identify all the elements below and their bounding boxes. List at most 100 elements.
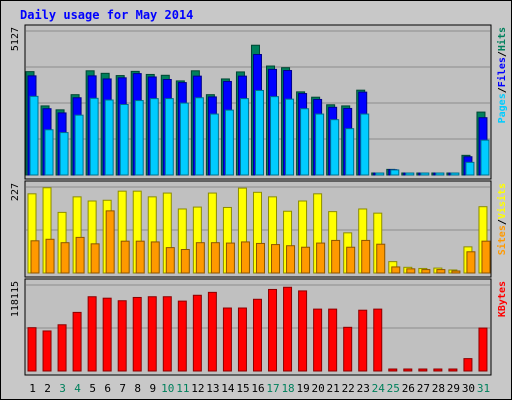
bar-kbytes-day-18 bbox=[283, 286, 293, 372]
bar-sites-day-14 bbox=[225, 242, 235, 274]
bar-kbytes-day-2 bbox=[42, 330, 52, 372]
bar-pages-day-25 bbox=[390, 169, 400, 176]
x-tick-label-day-25: 25 bbox=[387, 382, 400, 395]
bar-kbytes-day-3 bbox=[57, 324, 67, 372]
x-tick-label-day-6: 6 bbox=[104, 382, 111, 395]
x-tick-label-day-16: 16 bbox=[251, 382, 264, 395]
bar-sites-day-17 bbox=[271, 244, 281, 274]
x-tick-label-day-31: 31 bbox=[477, 382, 490, 395]
bar-kbytes-day-25 bbox=[388, 368, 398, 372]
bar-sites-day-3 bbox=[60, 242, 70, 274]
bar-sites-day-16 bbox=[255, 242, 265, 274]
bar-pages-day-5 bbox=[89, 97, 99, 176]
bar-pages-day-17 bbox=[270, 96, 280, 176]
x-tick-label-day-1: 1 bbox=[29, 382, 36, 395]
panel-visits-ymax-label: 227 bbox=[10, 183, 21, 201]
bar-pages-day-2 bbox=[44, 129, 54, 176]
x-tick-label-day-4: 4 bbox=[74, 382, 81, 395]
x-tick-label-day-11: 11 bbox=[176, 382, 189, 395]
bar-pages-day-22 bbox=[345, 128, 355, 176]
x-tick-label-day-24: 24 bbox=[372, 382, 386, 395]
bar-kbytes-day-30 bbox=[463, 358, 473, 372]
bar-pages-day-8 bbox=[134, 100, 144, 176]
bar-sites-day-22 bbox=[346, 246, 356, 274]
panel-kbytes-ymax-label: 118115 bbox=[10, 281, 21, 317]
bar-sites-day-5 bbox=[90, 243, 100, 274]
bar-sites-day-29 bbox=[451, 270, 461, 274]
bar-kbytes-day-27 bbox=[418, 368, 428, 372]
x-tick-label-day-10: 10 bbox=[161, 382, 174, 395]
bar-sites-day-15 bbox=[240, 241, 250, 274]
x-tick-label-day-9: 9 bbox=[149, 382, 156, 395]
bar-kbytes-day-13 bbox=[207, 291, 217, 372]
bar-pages-day-15 bbox=[239, 98, 249, 176]
bar-sites-day-19 bbox=[301, 246, 311, 274]
bar-sites-day-4 bbox=[75, 236, 85, 274]
chart-title: Daily usage for May 2014 bbox=[20, 8, 193, 22]
x-tick-label-day-2: 2 bbox=[44, 382, 51, 395]
bar-pages-day-16 bbox=[254, 89, 264, 176]
bar-pages-day-3 bbox=[59, 132, 69, 176]
bar-pages-day-9 bbox=[149, 98, 159, 176]
bar-kbytes-day-15 bbox=[237, 307, 247, 372]
bar-kbytes-day-1 bbox=[27, 327, 37, 372]
x-tick-label-day-26: 26 bbox=[402, 382, 415, 395]
bar-pages-day-31 bbox=[480, 139, 490, 176]
bar-sites-day-9 bbox=[150, 241, 160, 274]
bar-pages-day-28 bbox=[435, 172, 445, 176]
bar-sites-day-28 bbox=[436, 269, 446, 274]
bar-kbytes-day-20 bbox=[313, 308, 323, 372]
panel-hits-ylabel: Pages/Files/Hits bbox=[496, 27, 508, 123]
bar-kbytes-day-17 bbox=[268, 288, 278, 372]
x-tick-label-day-30: 30 bbox=[462, 382, 475, 395]
bar-pages-day-12 bbox=[194, 97, 204, 176]
bar-sites-day-18 bbox=[286, 245, 296, 274]
x-tick-label-day-23: 23 bbox=[357, 382, 370, 395]
panel-hits-ymax-label: 5127 bbox=[10, 27, 21, 51]
bar-kbytes-day-12 bbox=[192, 294, 202, 372]
bar-kbytes-day-21 bbox=[328, 308, 338, 372]
bar-pages-day-11 bbox=[179, 102, 189, 176]
bar-pages-day-27 bbox=[420, 172, 430, 176]
bar-pages-day-30 bbox=[465, 161, 475, 176]
bar-sites-day-13 bbox=[210, 242, 220, 274]
x-tick-label-day-22: 22 bbox=[342, 382, 355, 395]
bar-kbytes-day-31 bbox=[478, 327, 488, 372]
bar-kbytes-day-29 bbox=[448, 368, 458, 372]
bar-sites-day-12 bbox=[195, 242, 205, 274]
bar-sites-day-24 bbox=[376, 243, 386, 274]
bar-pages-day-7 bbox=[119, 104, 129, 176]
bar-sites-day-6 bbox=[105, 210, 115, 274]
x-tick-label-day-21: 21 bbox=[327, 382, 340, 395]
bar-sites-day-23 bbox=[361, 239, 371, 274]
bar-kbytes-day-16 bbox=[252, 298, 262, 372]
bar-kbytes-day-11 bbox=[177, 300, 187, 372]
bar-pages-day-1 bbox=[29, 95, 39, 176]
x-tick-label-day-27: 27 bbox=[417, 382, 430, 395]
bar-sites-day-26 bbox=[406, 268, 416, 274]
bar-pages-day-21 bbox=[330, 119, 340, 176]
x-tick-label-day-19: 19 bbox=[296, 382, 309, 395]
bar-sites-day-27 bbox=[421, 269, 431, 274]
bar-kbytes-day-22 bbox=[343, 326, 353, 372]
bar-sites-day-11 bbox=[180, 249, 190, 274]
x-tick-label-day-5: 5 bbox=[89, 382, 96, 395]
x-tick-label-day-29: 29 bbox=[447, 382, 460, 395]
x-tick-label-day-18: 18 bbox=[281, 382, 294, 395]
chart-panels: 5127 Pages/Files/Hits 227 Sites/Visits 11811… bbox=[10, 24, 508, 376]
bar-sites-day-25 bbox=[391, 266, 401, 274]
x-tick-label-day-8: 8 bbox=[134, 382, 141, 395]
x-tick-label-day-20: 20 bbox=[312, 382, 325, 395]
x-tick-label-day-17: 17 bbox=[266, 382, 279, 395]
bar-pages-day-23 bbox=[360, 113, 370, 176]
bar-pages-day-10 bbox=[164, 98, 174, 176]
bar-pages-day-4 bbox=[74, 114, 84, 176]
panel-visits-ylabel: Sites/Visits bbox=[496, 183, 508, 255]
bar-pages-day-20 bbox=[315, 113, 325, 176]
bar-kbytes-day-28 bbox=[433, 368, 443, 372]
bar-sites-day-21 bbox=[331, 239, 341, 274]
bar-sites-day-31 bbox=[481, 240, 491, 274]
panel-kbytes-ylabel: KBytes bbox=[497, 281, 508, 317]
bar-sites-day-7 bbox=[120, 240, 130, 274]
